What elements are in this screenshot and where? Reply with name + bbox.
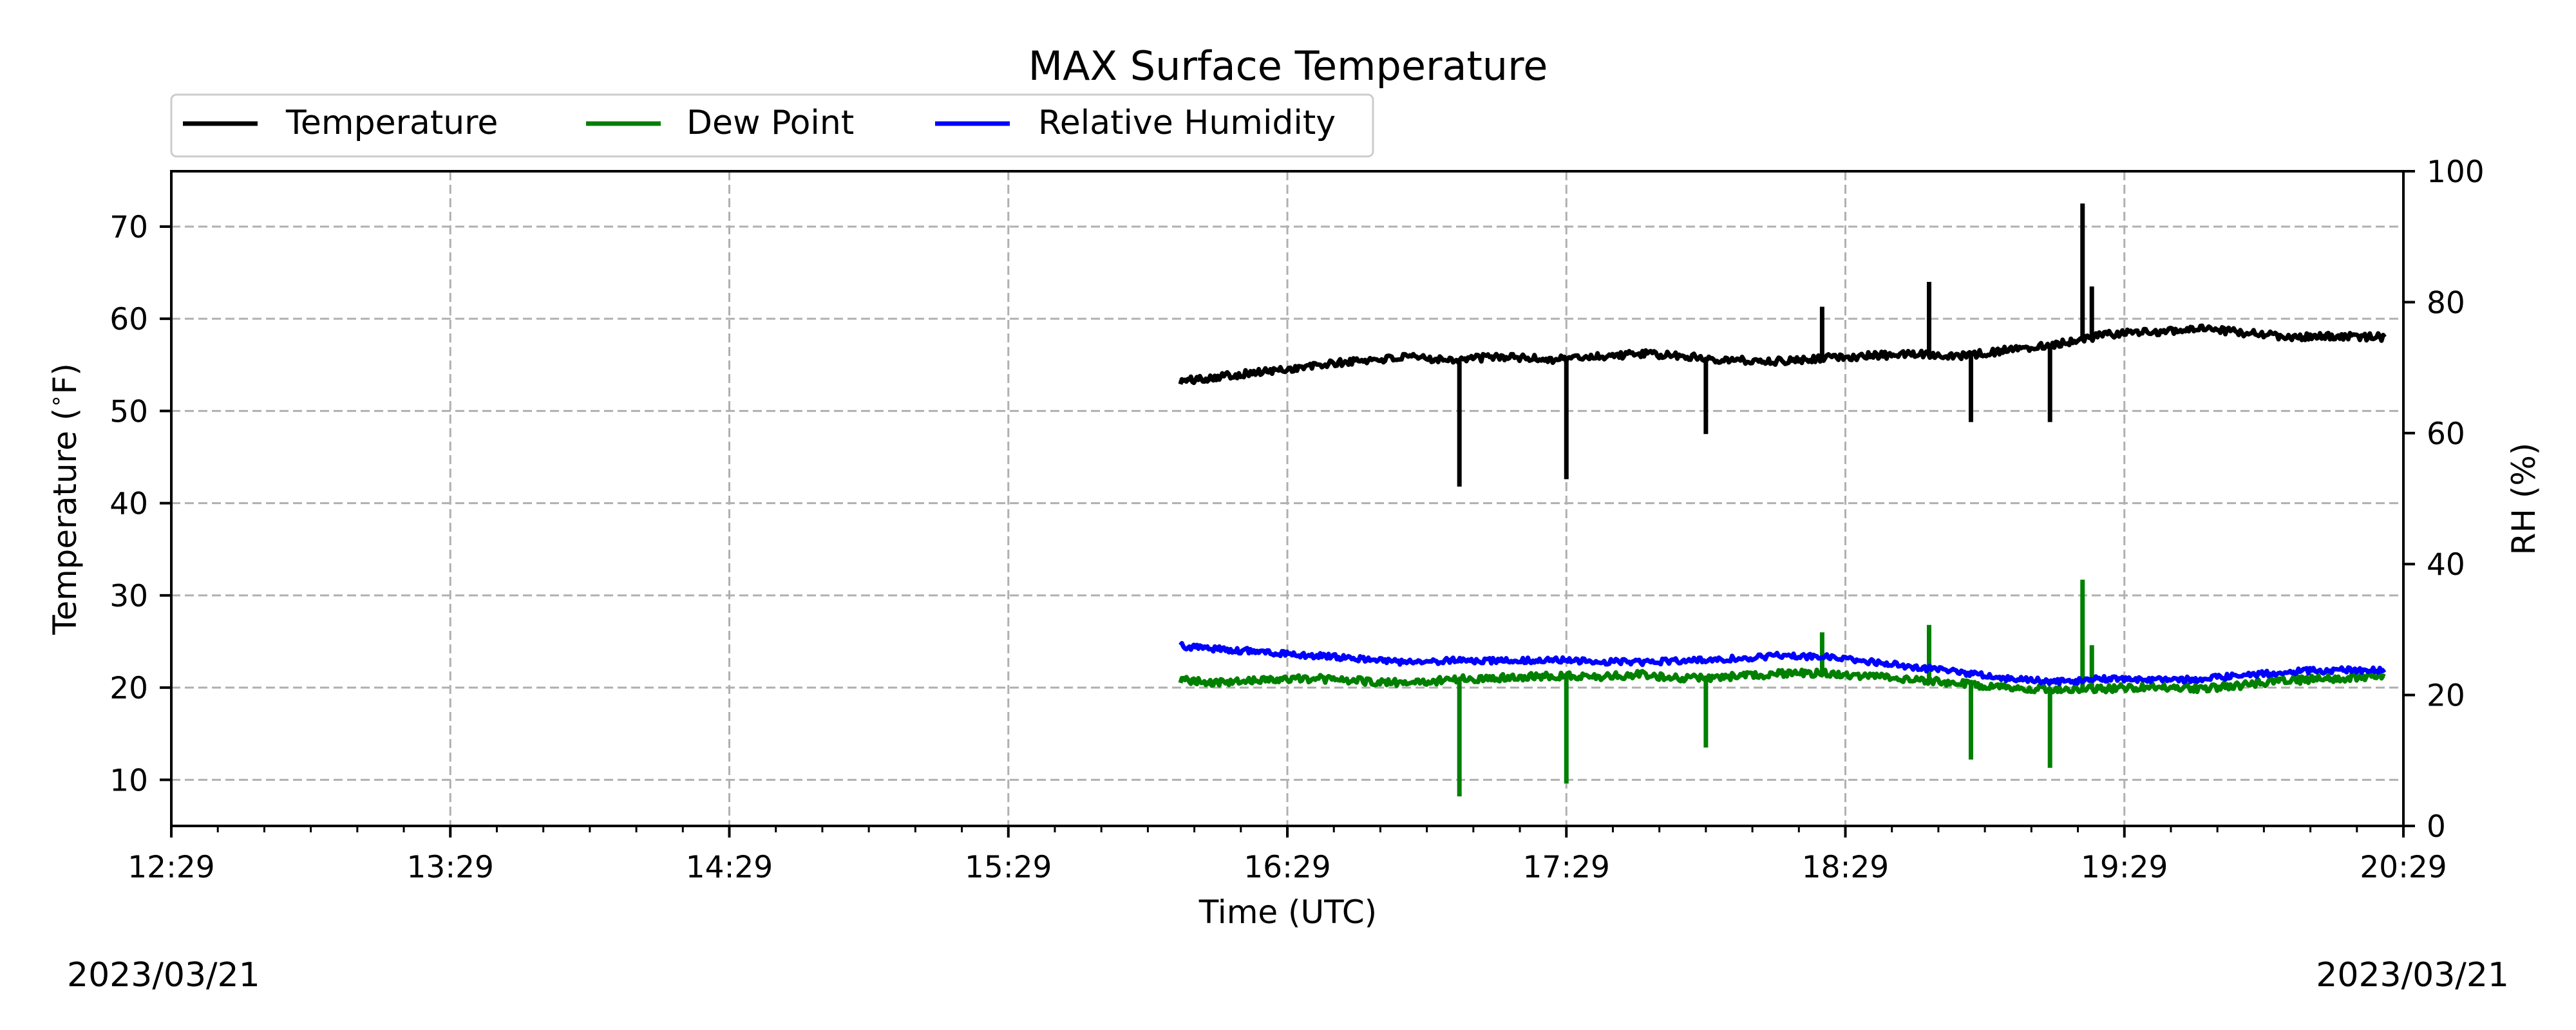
x-tick-label: 14:29 [686, 850, 773, 885]
x-tick-label: 17:29 [1523, 850, 1610, 885]
legend-box [170, 93, 1374, 158]
legend: Temperature Dew Point Relative Humidity [170, 93, 1374, 158]
grid-layer [171, 171, 2403, 826]
y-tick-label: 10 [109, 763, 148, 798]
data-layer [1178, 203, 2387, 797]
series-line-dew-point [1178, 668, 2386, 695]
y2-tick-label: 40 [2427, 547, 2465, 583]
y-tick-label: 70 [109, 210, 148, 245]
y2-tick-label: 100 [2427, 154, 2485, 190]
y-axis-title-unit: F) [46, 363, 84, 394]
y2-tick-label: 80 [2427, 285, 2465, 321]
date-label-right: 2023/03/21 [2316, 956, 2509, 995]
x-tick-label: 15:29 [965, 850, 1052, 885]
y-axis-degree-sign: ∘ [43, 394, 69, 407]
date-label-left: 2023/03/21 [67, 956, 260, 995]
y-tick-label: 50 [109, 394, 148, 429]
x-tick-label: 19:29 [2081, 850, 2168, 885]
legend-label-temperature: Temperature [285, 104, 498, 142]
y-tick-label: 20 [109, 671, 148, 706]
x-tick-label: 20:29 [2360, 850, 2447, 885]
y2-tick-label: 20 [2427, 679, 2465, 714]
y2-axis-title: RH (%) [2505, 443, 2543, 556]
x-tick-label: 13:29 [407, 850, 494, 885]
x-tick-label: 18:29 [1802, 850, 1889, 885]
chart-title: MAX Surface Temperature [1028, 42, 1548, 89]
series-line-relative-humidity [1179, 641, 2387, 686]
legend-label-dew-point: Dew Point [687, 104, 854, 142]
y-tick-label: 60 [109, 302, 148, 337]
x-tick-label: 12:29 [128, 850, 214, 885]
x-axis-title: Time (UTC) [1198, 894, 1377, 931]
y-axis-title-text: Temperature ( [46, 408, 84, 635]
y2-tick-label: 0 [2427, 809, 2446, 845]
y2-tick-label: 60 [2427, 417, 2465, 452]
y-tick-label: 30 [109, 579, 148, 614]
x-tick-label: 16:29 [1244, 850, 1331, 885]
series-line-temperature [1178, 323, 2387, 386]
legend-label-relative-humidity: Relative Humidity [1038, 104, 1336, 142]
y-axis-title: Temperature (∘F) [43, 363, 84, 635]
y-tick-label: 40 [109, 487, 148, 522]
axis-layer: 12:29 13:29 14:29 15:29 16:29 17:29 18:29 19:29… [109, 154, 2485, 885]
